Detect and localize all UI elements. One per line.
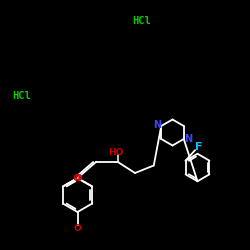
Text: O: O bbox=[73, 174, 80, 183]
Text: N: N bbox=[184, 134, 192, 143]
Text: HCl: HCl bbox=[132, 16, 150, 26]
Text: O: O bbox=[74, 224, 82, 233]
Text: O: O bbox=[74, 174, 82, 183]
Text: F: F bbox=[195, 142, 202, 152]
Text: HCl: HCl bbox=[12, 91, 30, 101]
Text: HO: HO bbox=[108, 148, 124, 157]
Text: N: N bbox=[153, 120, 161, 130]
